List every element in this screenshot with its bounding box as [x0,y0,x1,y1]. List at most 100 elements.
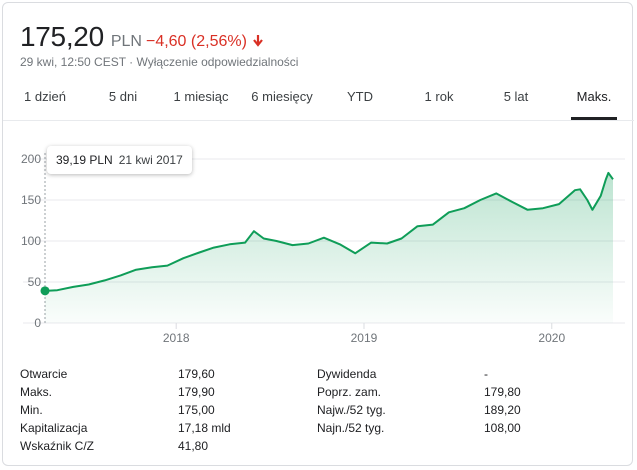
data-point [198,251,200,253]
stock-card: 175,20 PLN −4,60 (2,56%) 29 kwi, 12:50 C… [2,2,634,466]
current-price: 175,20 [20,21,104,52]
stat-value: 17,18 mld [178,421,231,435]
stat-value: 179,80 [484,385,521,399]
data-point [432,224,434,226]
price-change: −4,60 (2,56%) [145,33,247,50]
stat-label: Maks. [20,385,53,399]
data-point [323,237,325,239]
stat-label: Min. [20,403,43,417]
data-point [88,283,90,285]
data-point [151,266,153,268]
data-point [416,225,418,227]
stat-row: Poprz. zam. 179,80 [317,383,521,401]
x-tick-label: 2018 [163,331,190,345]
data-point [72,286,74,288]
stat-value: 175,00 [178,403,215,417]
price-row: 175,20 PLN −4,60 (2,56%) [20,21,263,53]
data-point [104,279,106,281]
data-point [135,269,137,271]
data-point [229,243,231,245]
y-tick-label: 0 [34,316,41,330]
data-point [495,192,497,194]
data-point [463,207,465,209]
data-point [253,230,255,232]
stat-row: Maks. 179,90 [20,383,215,401]
stat-row: Najn./52 tyg. 108,00 [317,419,521,437]
stat-value: 41,80 [178,439,209,453]
data-point [511,201,513,203]
y-tick-label: 200 [21,152,41,166]
data-point [605,179,607,181]
stat-label: Najw./52 tyg. [317,403,386,417]
data-point [542,207,544,209]
data-point [244,242,246,244]
stat-value: 189,20 [484,403,521,417]
stats-right: Dywidenda - Poprz. zam. 179,80 Najw./52 ty… [317,365,521,437]
range-tabs: 1 dzień 5 dni 1 miesiąc 6 miesięcy YTD 1… [3,83,634,121]
data-point [291,244,293,246]
x-tick-label: 2019 [351,331,378,345]
tab-max[interactable]: Maks. [571,83,617,120]
data-point [213,247,215,249]
stat-row: Dywidenda - [317,365,488,383]
x-tick-label: 2020 [538,331,565,345]
arrow-down-icon [253,34,263,52]
y-tick-label: 150 [21,193,41,207]
data-point [600,195,602,197]
data-point [339,243,341,245]
data-point [607,172,609,174]
data-point [401,238,403,240]
stat-label: Dywidenda [317,367,377,381]
data-point [591,209,593,211]
timestamp-disclaimer: 29 kwi, 12:50 CEST · Wyłączenie odpowied… [20,55,299,69]
tab-1-day[interactable]: 1 dzień [24,89,66,104]
stats-left: Otwarcie 179,60 Maks. 179,90 Min. 175,00 Ka… [20,365,231,455]
data-point [276,240,278,242]
y-tick-label: 50 [28,275,42,289]
tooltip-date: 21 kwi 2017 [118,153,183,167]
data-point [579,188,581,190]
data-point [479,199,481,201]
stat-label: Poprz. zam. [317,385,382,399]
data-point [166,265,168,267]
stat-value: - [484,367,488,381]
stat-row: Wskaźnik C/Z 41,80 [20,437,208,455]
stat-label: Najn./52 tyg. [317,421,385,435]
data-point [527,209,529,211]
stat-value: 179,90 [178,385,215,399]
tab-5-days[interactable]: 5 dni [108,89,138,104]
data-point [612,178,614,180]
price-area-fill [45,172,613,323]
data-point [370,242,372,244]
tab-6-months[interactable]: 6 miesięcy [251,89,313,104]
data-point [182,257,184,259]
stat-row: Kapitalizacja 17,18 mld [20,419,231,437]
currency-label: PLN [110,33,142,50]
stat-label: Wskaźnik C/Z [20,439,95,453]
data-point [263,238,265,240]
data-point [307,242,309,244]
stat-value: 108,00 [484,421,521,435]
tab-ytd[interactable]: YTD [347,89,373,104]
stat-label: Otwarcie [20,367,68,381]
stat-row: Najw./52 tyg. 189,20 [317,401,521,419]
data-point [448,211,450,213]
tab-5-years[interactable]: 5 lat [503,89,529,104]
price-line [44,171,614,292]
stat-row: Min. 175,00 [20,401,215,419]
stat-value: 179,60 [178,367,215,381]
data-point [386,242,388,244]
y-tick-label: 100 [21,234,41,248]
hover-point [40,286,50,296]
data-point [354,252,356,254]
data-point [56,289,58,291]
data-point [586,199,588,201]
stat-label: Kapitalizacja [20,421,88,435]
data-point [558,203,560,205]
data-point [574,189,576,191]
data-point [120,274,122,276]
tab-1-year[interactable]: 1 rok [424,89,454,104]
tab-1-month[interactable]: 1 miesiąc [173,89,229,104]
price-chart[interactable]: 200 150 100 50 0 2018 2019 2020 [3,127,634,357]
stat-row: Otwarcie 179,60 [20,365,215,383]
